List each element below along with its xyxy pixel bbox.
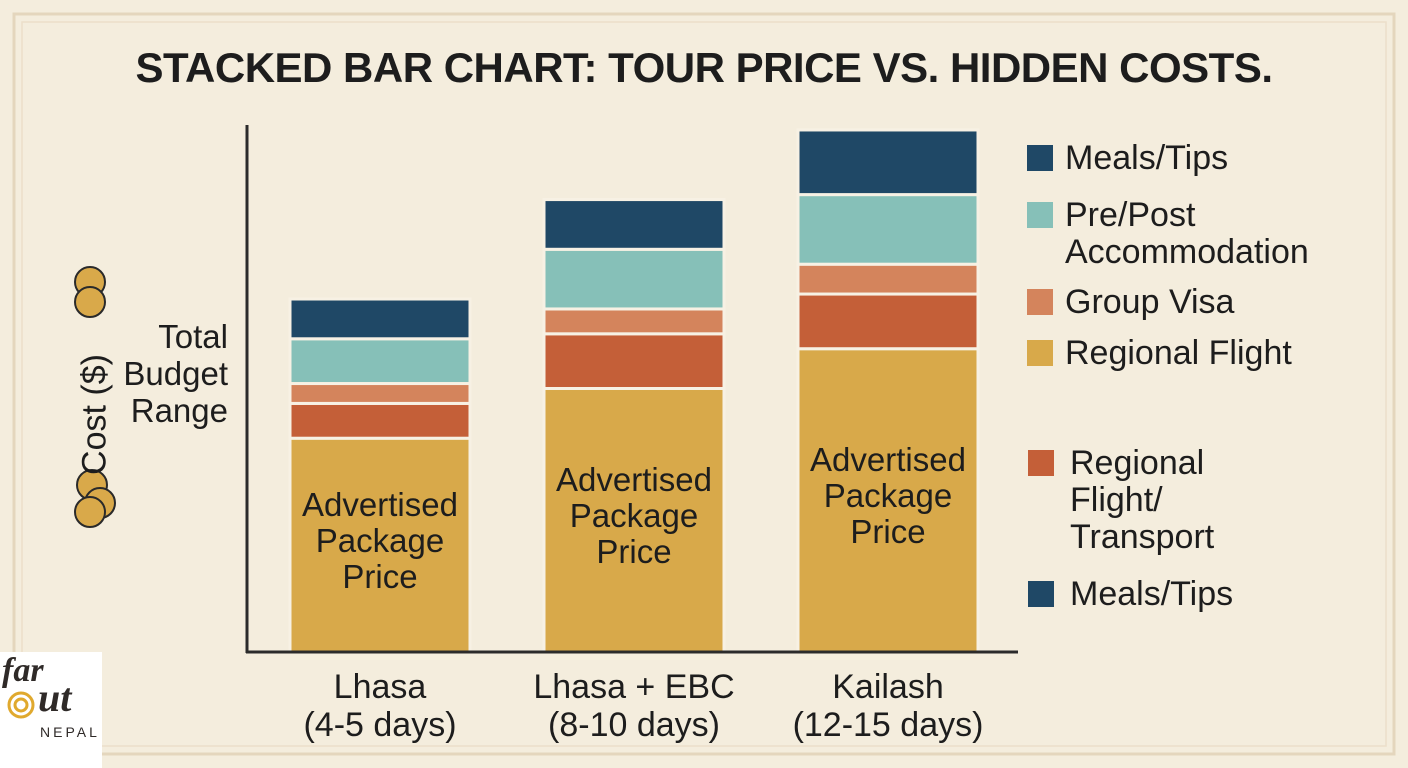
logo-text: far [2, 652, 44, 689]
bar-segment [288, 382, 472, 405]
y-annotation: Total Budget Range [123, 318, 228, 429]
legend-swatch [1027, 340, 1053, 366]
legend-label: Meals/Tips [1065, 139, 1229, 177]
logo-spiral [7, 691, 35, 719]
bar-segment [796, 262, 980, 296]
bar-segment [542, 247, 726, 311]
x-tick-label: Kailash (12-15 days) [792, 668, 984, 744]
bar-label: Advertised Package Price [302, 486, 458, 596]
legend-label: Regional Flight [1065, 334, 1292, 372]
legend-label: Regional Flight/ Transport [1070, 444, 1215, 556]
legend-swatch [1027, 202, 1053, 228]
x-tick-label: Lhasa + EBC (8-10 days) [533, 668, 735, 744]
bar-segment [542, 332, 726, 390]
legend-swatch [1027, 289, 1053, 315]
bar-segment [542, 307, 726, 336]
bar-segment [288, 401, 472, 440]
bar-segment [796, 128, 980, 197]
border [12, 12, 1396, 756]
bar-segment [542, 198, 726, 251]
bar-label: Advertised Package Price [556, 461, 712, 571]
logo-text: NEPAL [40, 724, 100, 740]
coin-icon [74, 496, 106, 528]
legend-swatch [1028, 450, 1054, 476]
logo-text: ut [38, 675, 72, 720]
legend-label: Pre/Post Accommodation [1065, 196, 1309, 271]
border-inner [21, 21, 1387, 747]
legend-swatch [1028, 581, 1054, 607]
bar-segment [288, 337, 472, 386]
bar-label: Advertised Package Price [810, 441, 966, 551]
legend-label: Group Visa [1065, 283, 1235, 321]
legend-label: Meals/Tips [1070, 575, 1234, 613]
coin-icon [74, 286, 106, 318]
legend-swatch [1027, 145, 1053, 171]
bar-segment [288, 297, 472, 341]
x-tick-label: Lhasa (4-5 days) [303, 668, 457, 744]
plot [245, 125, 1018, 654]
bar-segment [542, 387, 726, 654]
bar-segment [796, 292, 980, 351]
bar-segment [796, 347, 980, 654]
logo: far ut NEPAL [0, 652, 102, 768]
chart-title: STACKED BAR CHART: TOUR PRICE VS. HIDDEN… [135, 44, 1273, 91]
bar-segment [796, 193, 980, 266]
